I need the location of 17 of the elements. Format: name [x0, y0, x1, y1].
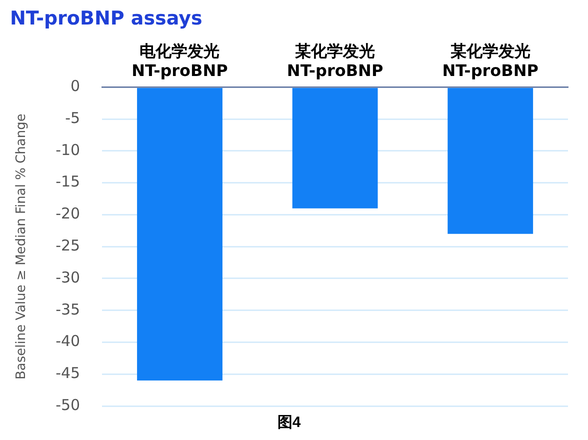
y-axis-title: Baseline Value ≥ Median Final % Change [14, 114, 30, 380]
x-tick-label: 电化学发光 NT-proBNP [132, 42, 228, 80]
caption: 图4 [277, 414, 302, 432]
y-tick-label: -10 [56, 140, 80, 159]
chart-title: NT-proBNP assays [10, 7, 202, 30]
y-tick-label: -20 [56, 204, 80, 223]
y-tick-label: -45 [56, 364, 80, 382]
y-tick-label: -50 [56, 396, 80, 414]
y-tick-label: -25 [56, 236, 80, 254]
y-tick-label: -30 [56, 268, 80, 286]
x-tick-label: 某化学发光 NT-proBNP [442, 42, 539, 80]
y-tick-label: -15 [56, 172, 80, 191]
y-tick-label: -40 [56, 332, 80, 350]
y-tick-label: 0 [70, 77, 80, 96]
x-tick-label: 某化学发光 NT-proBNP [286, 42, 384, 80]
y-tick-label: -35 [56, 300, 80, 318]
y-tick-label: -5 [65, 108, 80, 127]
